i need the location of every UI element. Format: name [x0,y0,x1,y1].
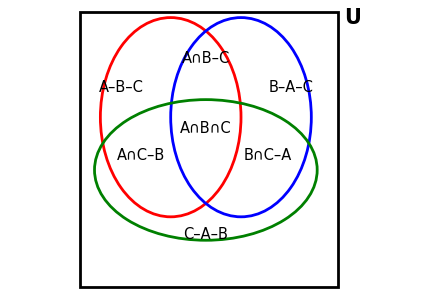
Text: B∩C–A: B∩C–A [243,148,292,163]
Text: A∩B–C: A∩B–C [182,51,230,66]
Text: A∩C–B: A∩C–B [117,148,165,163]
Text: A∩B∩C: A∩B∩C [180,121,232,137]
Bar [80,12,338,287]
Text: A–B–C: A–B–C [98,80,143,96]
Text: U: U [344,8,361,28]
Text: C–A–B: C–A–B [183,227,228,242]
Text: B–A–C: B–A–C [269,80,313,96]
